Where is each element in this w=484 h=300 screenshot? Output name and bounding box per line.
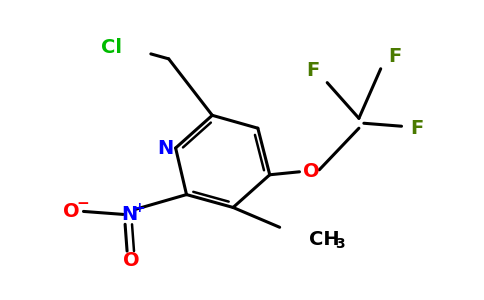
Text: CH: CH (309, 230, 340, 249)
Text: O: O (63, 202, 80, 221)
Text: 3: 3 (335, 237, 345, 251)
Text: F: F (307, 61, 320, 80)
Text: F: F (411, 119, 424, 138)
Text: N: N (121, 205, 137, 224)
Text: O: O (123, 251, 139, 271)
Text: −: − (76, 196, 89, 211)
Text: +: + (133, 202, 145, 215)
Text: O: O (303, 162, 319, 181)
Text: N: N (158, 139, 174, 158)
Text: F: F (388, 47, 401, 66)
Text: Cl: Cl (101, 38, 121, 58)
